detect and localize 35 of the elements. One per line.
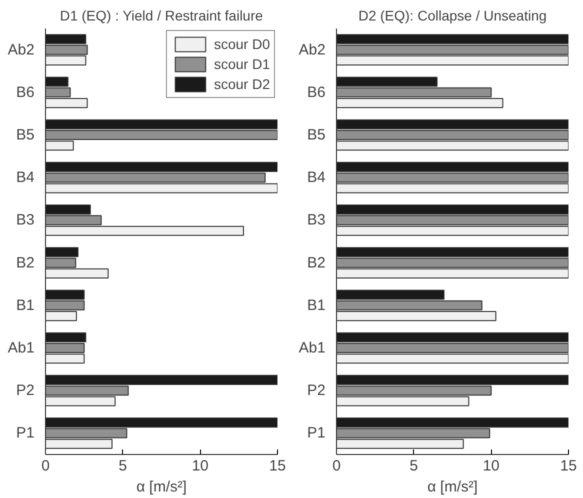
chart-title: D1 (EQ) : Yield / Restraint failure bbox=[60, 8, 264, 24]
x-tick-label: 5 bbox=[118, 458, 128, 474]
x-axis-title: α [m/s²] bbox=[136, 478, 187, 496]
y-tick-label: P2 bbox=[16, 382, 35, 400]
y-tick-label: P1 bbox=[16, 424, 35, 442]
y-tick-label: B4 bbox=[16, 169, 35, 186]
y-tick-label: B3 bbox=[307, 212, 326, 229]
y-tick-label: B6 bbox=[16, 84, 35, 101]
x-axis-title: α [m/s²] bbox=[427, 478, 478, 496]
y-tick-label: B6 bbox=[307, 84, 326, 101]
x-tick-label: 15 bbox=[269, 458, 286, 474]
y-tick-label: Ab2 bbox=[298, 41, 326, 58]
x-tick-label: 10 bbox=[482, 458, 500, 474]
y-tick-label: Ab2 bbox=[8, 41, 35, 58]
y-tick-label: B2 bbox=[16, 254, 35, 272]
x-tick-label: 15 bbox=[560, 458, 577, 474]
y-tick-label: B5 bbox=[16, 126, 35, 144]
y-tick-label: P1 bbox=[307, 424, 326, 442]
y-tick-label: B1 bbox=[16, 296, 35, 314]
legend-label: scour D0 bbox=[214, 36, 270, 52]
x-tick-label: 0 bbox=[332, 458, 341, 474]
x-tick-label: 10 bbox=[192, 458, 209, 474]
x-tick-label: 0 bbox=[41, 458, 50, 474]
legend-label: scour D2 bbox=[214, 76, 270, 92]
chart-title: D2 (EQ): Collapse / Unseating bbox=[358, 8, 547, 24]
y-tick-label: B1 bbox=[307, 296, 326, 314]
y-tick-label: Ab1 bbox=[298, 340, 326, 356]
legend-label: scour D1 bbox=[214, 56, 270, 72]
y-tick-label: B4 bbox=[307, 169, 326, 186]
y-tick-label: B2 bbox=[307, 254, 326, 272]
x-tick-label: 5 bbox=[410, 458, 418, 474]
y-tick-label: P2 bbox=[307, 382, 326, 400]
y-tick-label: Ab1 bbox=[8, 340, 35, 356]
y-tick-label: B5 bbox=[307, 126, 326, 144]
y-tick-label: B3 bbox=[16, 212, 35, 229]
